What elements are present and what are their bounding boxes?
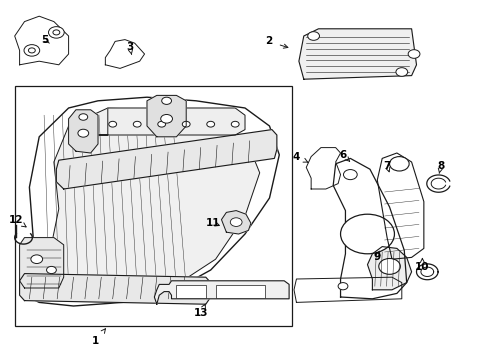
Circle shape <box>158 121 166 127</box>
Bar <box>15 86 292 326</box>
Polygon shape <box>147 95 186 137</box>
Circle shape <box>162 97 172 104</box>
Polygon shape <box>306 148 341 189</box>
Polygon shape <box>56 130 277 189</box>
Circle shape <box>379 258 400 274</box>
Circle shape <box>49 27 64 38</box>
Circle shape <box>230 218 242 226</box>
Text: 10: 10 <box>415 258 430 272</box>
Text: 7: 7 <box>383 161 391 172</box>
Text: 6: 6 <box>340 150 350 161</box>
Circle shape <box>53 30 60 35</box>
Polygon shape <box>44 108 260 295</box>
Circle shape <box>308 32 319 40</box>
Circle shape <box>338 283 348 290</box>
Circle shape <box>133 121 141 127</box>
Text: 3: 3 <box>126 42 133 55</box>
Circle shape <box>161 114 172 123</box>
Polygon shape <box>299 29 416 79</box>
Polygon shape <box>24 97 279 306</box>
Circle shape <box>396 68 408 76</box>
Circle shape <box>182 121 190 127</box>
Text: 2: 2 <box>265 36 288 48</box>
Bar <box>176 285 206 298</box>
Circle shape <box>24 45 40 56</box>
Polygon shape <box>69 110 98 153</box>
Circle shape <box>109 121 117 127</box>
Circle shape <box>79 114 88 120</box>
Polygon shape <box>98 108 245 135</box>
Polygon shape <box>105 40 145 68</box>
Circle shape <box>31 255 43 264</box>
Circle shape <box>408 50 420 58</box>
Circle shape <box>231 121 239 127</box>
Circle shape <box>390 157 409 171</box>
Polygon shape <box>377 153 424 259</box>
Polygon shape <box>154 281 289 304</box>
Text: 13: 13 <box>194 304 208 318</box>
Polygon shape <box>333 158 407 299</box>
Polygon shape <box>15 16 69 65</box>
Circle shape <box>28 48 35 53</box>
Polygon shape <box>368 247 412 290</box>
Text: 4: 4 <box>293 152 308 162</box>
Circle shape <box>341 214 394 254</box>
Circle shape <box>343 170 357 180</box>
Circle shape <box>47 266 56 274</box>
Circle shape <box>207 121 215 127</box>
Circle shape <box>78 129 89 137</box>
Text: 5: 5 <box>42 35 49 45</box>
Text: 11: 11 <box>206 218 220 228</box>
Polygon shape <box>221 211 251 234</box>
Polygon shape <box>294 277 402 302</box>
Polygon shape <box>20 274 211 304</box>
Text: 8: 8 <box>438 161 444 174</box>
Text: 1: 1 <box>92 329 105 346</box>
Text: 12: 12 <box>8 215 26 227</box>
Polygon shape <box>20 238 64 288</box>
Text: 9: 9 <box>374 251 381 262</box>
Bar <box>216 285 265 298</box>
